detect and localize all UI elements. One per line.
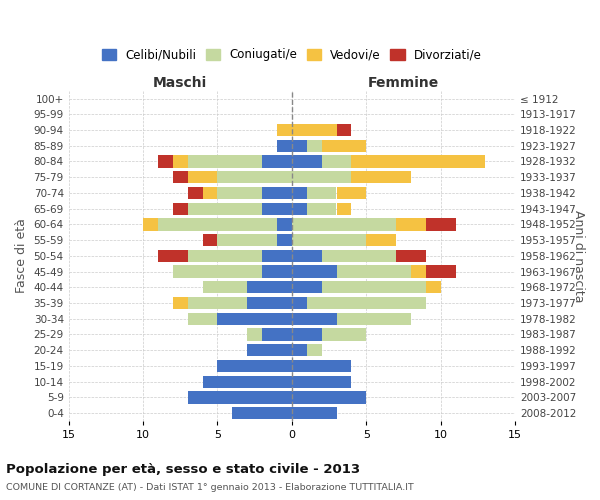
Bar	[173, 202, 188, 215]
Bar	[322, 250, 396, 262]
Bar	[322, 328, 366, 340]
Bar	[217, 234, 277, 246]
Bar	[292, 140, 307, 152]
Y-axis label: Anni di nascita: Anni di nascita	[572, 210, 585, 302]
Bar	[173, 266, 262, 278]
Bar	[292, 187, 307, 199]
Bar	[322, 140, 366, 152]
Bar	[247, 344, 292, 356]
Bar	[292, 281, 322, 293]
Bar	[217, 312, 292, 325]
Y-axis label: Fasce di età: Fasce di età	[15, 218, 28, 294]
Bar	[143, 218, 158, 230]
Bar	[173, 156, 188, 168]
Bar	[262, 202, 292, 215]
Bar	[292, 266, 337, 278]
Bar	[203, 281, 247, 293]
Bar	[426, 266, 455, 278]
Text: Popolazione per età, sesso e stato civile - 2013: Popolazione per età, sesso e stato civil…	[6, 462, 360, 475]
Bar	[188, 171, 217, 183]
Bar	[366, 234, 396, 246]
Bar	[247, 328, 262, 340]
Bar	[292, 312, 337, 325]
Bar	[307, 344, 322, 356]
Bar	[188, 250, 262, 262]
Bar	[247, 281, 292, 293]
Bar	[307, 297, 426, 309]
Bar	[217, 171, 292, 183]
Bar	[292, 328, 322, 340]
Bar	[292, 344, 307, 356]
Bar	[188, 391, 292, 404]
Bar	[277, 234, 292, 246]
Bar	[292, 376, 352, 388]
Bar	[262, 250, 292, 262]
Bar	[217, 187, 262, 199]
Bar	[232, 407, 292, 419]
Bar	[292, 218, 396, 230]
Bar	[292, 234, 366, 246]
Text: COMUNE DI CORTANZE (AT) - Dati ISTAT 1° gennaio 2013 - Elaborazione TUTTITALIA.I: COMUNE DI CORTANZE (AT) - Dati ISTAT 1° …	[6, 484, 414, 492]
Bar	[352, 171, 411, 183]
Bar	[292, 297, 307, 309]
Bar	[322, 156, 352, 168]
Bar	[158, 218, 277, 230]
Bar	[277, 140, 292, 152]
Bar	[292, 391, 366, 404]
Bar	[352, 156, 485, 168]
Bar	[337, 266, 411, 278]
Bar	[277, 218, 292, 230]
Bar	[292, 124, 337, 136]
Bar	[322, 281, 426, 293]
Bar	[247, 297, 292, 309]
Bar	[337, 202, 352, 215]
Bar	[411, 266, 426, 278]
Bar	[307, 140, 322, 152]
Text: Maschi: Maschi	[153, 76, 208, 90]
Bar	[262, 328, 292, 340]
Bar	[426, 218, 455, 230]
Bar	[188, 187, 203, 199]
Bar	[337, 124, 352, 136]
Bar	[396, 250, 426, 262]
Bar	[203, 187, 217, 199]
Bar	[292, 156, 322, 168]
Bar	[307, 202, 337, 215]
Bar	[292, 171, 352, 183]
Bar	[307, 187, 337, 199]
Bar	[292, 360, 352, 372]
Bar	[277, 124, 292, 136]
Bar	[158, 250, 188, 262]
Bar	[396, 218, 426, 230]
Bar	[173, 171, 188, 183]
Bar	[158, 156, 173, 168]
Bar	[262, 187, 292, 199]
Bar	[188, 312, 217, 325]
Bar	[337, 312, 411, 325]
Bar	[262, 156, 292, 168]
Bar	[292, 250, 322, 262]
Bar	[292, 202, 307, 215]
Bar	[203, 234, 217, 246]
Bar	[188, 156, 262, 168]
Bar	[203, 376, 292, 388]
Text: Femmine: Femmine	[368, 76, 439, 90]
Bar	[188, 202, 262, 215]
Bar	[292, 407, 337, 419]
Bar	[217, 360, 292, 372]
Legend: Celibi/Nubili, Coniugati/e, Vedovi/e, Divorziati/e: Celibi/Nubili, Coniugati/e, Vedovi/e, Di…	[97, 44, 487, 66]
Bar	[173, 297, 188, 309]
Bar	[337, 187, 366, 199]
Bar	[426, 281, 440, 293]
Bar	[188, 297, 247, 309]
Bar	[262, 266, 292, 278]
